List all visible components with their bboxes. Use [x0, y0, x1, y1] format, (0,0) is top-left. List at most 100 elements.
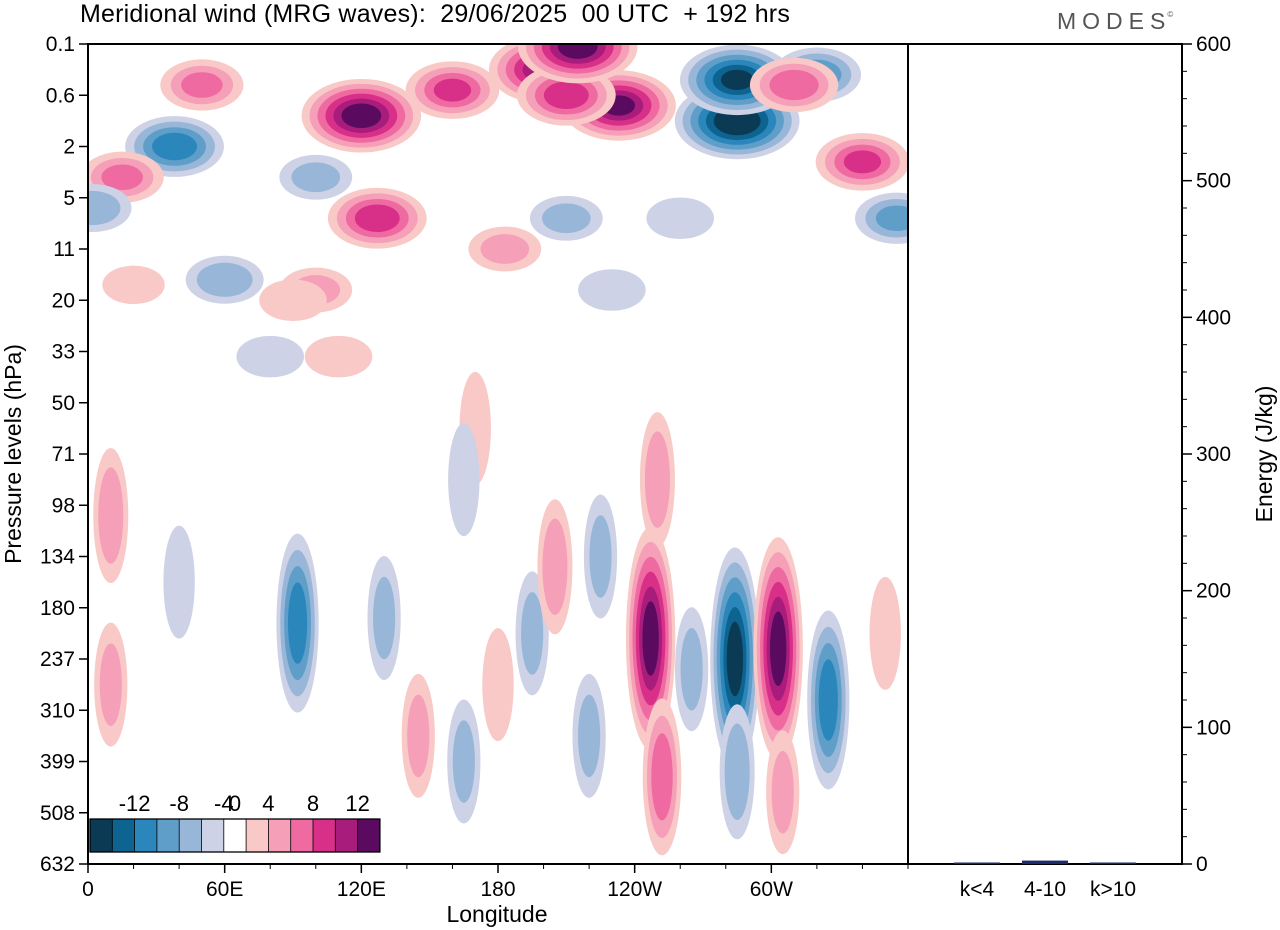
wind-anomaly	[401, 673, 435, 798]
y-axis-title: Pressure levels (hPa)	[0, 344, 26, 564]
brand-mark: ©	[1167, 10, 1174, 19]
contour-band	[373, 576, 396, 660]
wind-anomaly	[367, 556, 401, 680]
wind-anomaly	[88, 184, 132, 232]
wind-anomaly	[710, 547, 760, 771]
colorbar-swatch	[179, 819, 202, 852]
wind-anomaly	[578, 269, 646, 311]
wind-anomaly	[482, 628, 514, 742]
contour-band	[291, 162, 341, 193]
x-tick-label: 120W	[607, 878, 662, 901]
energy-x-tick-label: k<4	[960, 878, 995, 901]
y-tick-label: 2	[63, 136, 75, 159]
energy-y-tick-label: 100	[1196, 716, 1231, 739]
y-tick-label: 71	[52, 443, 75, 466]
colorbar-swatch	[134, 819, 157, 852]
contour-band	[88, 190, 121, 226]
contour-band	[433, 78, 472, 102]
wind-anomaly	[537, 499, 573, 635]
x-tick-label: 120E	[337, 878, 386, 901]
colorbar-swatch	[313, 819, 336, 852]
contour-band	[646, 197, 715, 240]
wind-anomaly	[719, 704, 755, 840]
y-tick-label: 98	[52, 494, 75, 517]
y-tick-label: 20	[52, 289, 75, 312]
energy-bars	[954, 860, 1136, 864]
brand-text: MODES	[1057, 8, 1172, 34]
wind-anomaly	[529, 195, 603, 241]
colorbar-label: 8	[307, 791, 319, 816]
contour-band	[98, 467, 124, 564]
wind-anomaly	[639, 412, 675, 548]
heatmap-field	[88, 44, 908, 864]
colorbar-label: 0	[229, 791, 241, 816]
wind-anomaly	[753, 537, 803, 761]
colorbar-swatch	[90, 819, 113, 852]
contour-band	[818, 659, 838, 741]
contour-band	[448, 423, 480, 537]
wind-anomaly	[125, 116, 224, 177]
wind-anomaly	[102, 265, 165, 305]
brand-logo: MODES©	[1057, 8, 1177, 35]
contour-band	[99, 643, 122, 726]
energy-y-tick-label: 500	[1196, 170, 1231, 193]
energy-y-tick-label: 300	[1196, 443, 1231, 466]
wind-anomaly	[516, 64, 616, 126]
contour-band	[482, 628, 514, 742]
wind-anomaly	[236, 335, 305, 378]
energy-axis-title: Energy (J/kg)	[1251, 386, 1277, 523]
energy-bar	[954, 862, 1000, 864]
wind-anomaly	[625, 527, 676, 750]
wind-anomaly	[163, 525, 195, 639]
colorbar-label: -12	[119, 791, 151, 816]
wind-anomaly	[855, 192, 908, 244]
contour-band	[875, 205, 908, 232]
contour-band	[102, 265, 165, 305]
wind-anomaly	[327, 187, 427, 249]
contour-band	[152, 132, 198, 161]
contour-band	[304, 335, 373, 378]
x-tick-label: 180	[480, 878, 515, 901]
energy-x-tick-label: 4-10	[1024, 878, 1066, 901]
contour-band	[771, 750, 794, 834]
contour-band	[769, 611, 787, 686]
contour-band	[163, 525, 195, 639]
colorbar-frame	[89, 818, 381, 853]
energy-bar	[1090, 862, 1136, 864]
contour-band	[542, 518, 568, 615]
y-tick-label: 632	[40, 853, 75, 876]
colorbar-swatch	[156, 819, 180, 852]
y-tick-label: 310	[40, 699, 75, 722]
colorbar-label: -8	[169, 791, 189, 816]
contour-band	[181, 72, 223, 98]
contour-band	[452, 720, 475, 803]
wind-anomaly	[517, 44, 638, 84]
energy-x-axis: k<4 4-10 k>10	[960, 878, 1136, 901]
energy-y-axis: 0 100 200 300 400 500 600	[1182, 33, 1231, 876]
contour-band	[843, 150, 882, 174]
contour-band	[642, 601, 659, 676]
wind-anomaly	[468, 226, 542, 272]
contour-band	[651, 733, 673, 821]
contour-band	[726, 621, 744, 697]
contour-band	[720, 69, 754, 90]
wind-anomaly	[185, 255, 264, 304]
colorbar-swatch	[335, 819, 358, 852]
contour-band	[557, 44, 598, 59]
colorbar-label: 12	[345, 791, 369, 816]
wind-anomaly	[869, 576, 901, 690]
y-tick-label: 50	[52, 392, 75, 415]
wind-anomaly	[766, 730, 800, 855]
wind-anomaly	[448, 423, 480, 537]
energy-y-tick-label: 400	[1196, 306, 1231, 329]
wind-anomaly	[646, 197, 715, 240]
x-axis-title: Longitude	[446, 901, 547, 927]
y-tick-label: 237	[40, 648, 75, 671]
energy-bar	[1022, 860, 1068, 864]
y-tick-label: 134	[40, 546, 75, 569]
energy-y-tick-label: 600	[1196, 33, 1231, 56]
y-axis: 0.1 0.6 2 5 11 20 33 50 71 98 134 180 237 310 399 508 63…	[40, 33, 88, 876]
chart-title: Meridional wind (MRG waves): 29/06/2025 …	[80, 0, 791, 28]
contour-band	[542, 203, 591, 234]
contour-band	[287, 582, 308, 664]
